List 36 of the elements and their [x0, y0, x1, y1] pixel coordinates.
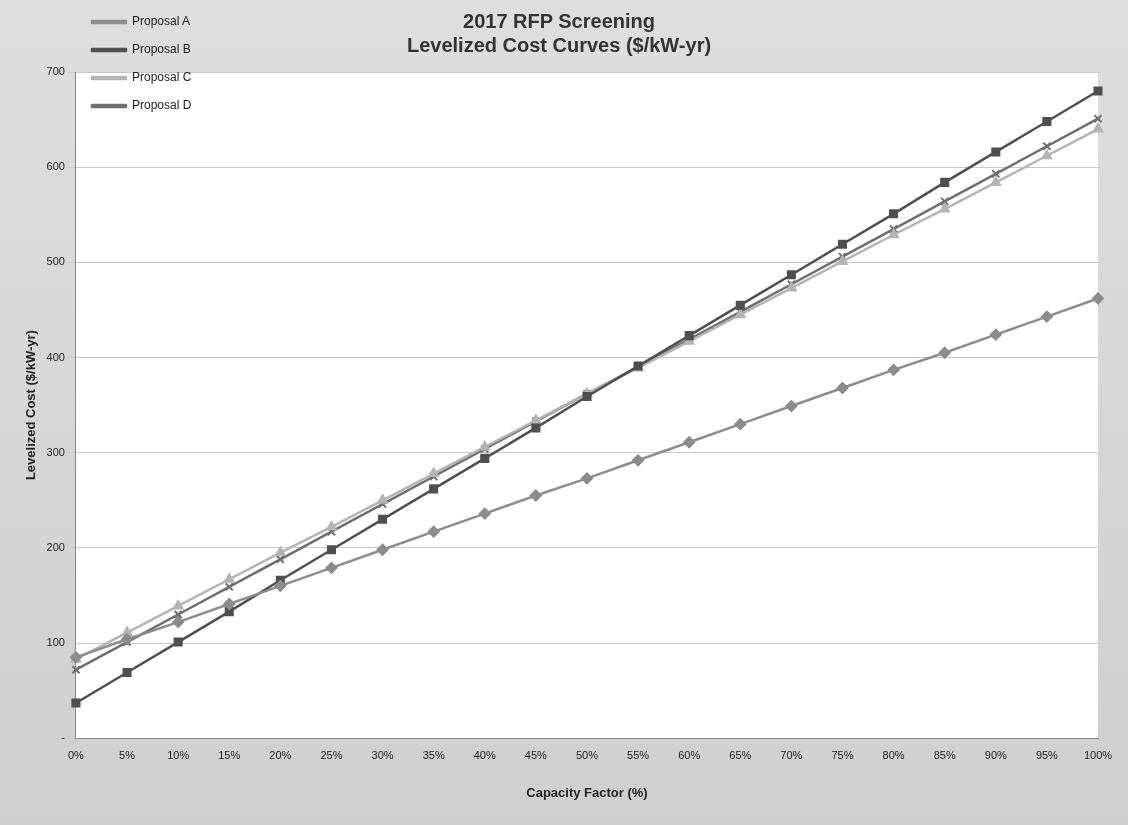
- x-tick-label: 90%: [984, 748, 1008, 761]
- x-tick-label: 10%: [167, 748, 190, 761]
- x-axis-title: Capacity Factor (%): [526, 784, 648, 800]
- chart-title: 2017 RFP Screening Levelized Cost Curves ($/kW-yr): [406, 9, 712, 56]
- legend-label: Proposal D: [131, 98, 192, 113]
- x-tick-label: 100%: [1083, 748, 1113, 761]
- x-tick-label: 5%: [119, 748, 136, 761]
- x-tick-label: 45%: [524, 748, 548, 761]
- y-tick-label: 500: [46, 255, 65, 268]
- y-tick-label: 400: [46, 350, 65, 363]
- x-tick-label: 50%: [575, 748, 599, 761]
- y-tick-label: 600: [46, 160, 65, 173]
- y-axis-title: Levelized Cost ($/kW-yr): [23, 330, 39, 481]
- x-tick-label: 20%: [269, 748, 292, 761]
- legend-label: Proposal C: [131, 70, 192, 85]
- y-tick-label: 700: [46, 65, 65, 78]
- y-tick-label: 200: [46, 540, 65, 553]
- y-tick-label: 100: [46, 636, 65, 649]
- x-tick-label: 70%: [780, 748, 803, 761]
- x-tick-label: 0%: [68, 748, 85, 761]
- x-tick-label: 65%: [729, 748, 752, 761]
- x-tick-label: 80%: [882, 748, 905, 761]
- x-tick-label: 55%: [627, 748, 650, 761]
- legend-label: Proposal B: [131, 42, 191, 57]
- x-tick-label: 40%: [473, 748, 496, 761]
- y-tick-label: 300: [46, 445, 65, 458]
- x-tick-label: 15%: [218, 748, 241, 761]
- x-tick-label: 75%: [831, 748, 854, 761]
- x-tick-label: 30%: [371, 748, 394, 761]
- x-tick-label: 85%: [933, 748, 956, 761]
- x-tick-label: 95%: [1035, 748, 1059, 761]
- x-tick-label: 60%: [678, 748, 701, 761]
- legend-label: Proposal A: [131, 14, 190, 29]
- x-tick-label: 25%: [320, 748, 343, 761]
- y-tick-label: -: [61, 731, 66, 744]
- x-tick-label: 35%: [422, 748, 445, 761]
